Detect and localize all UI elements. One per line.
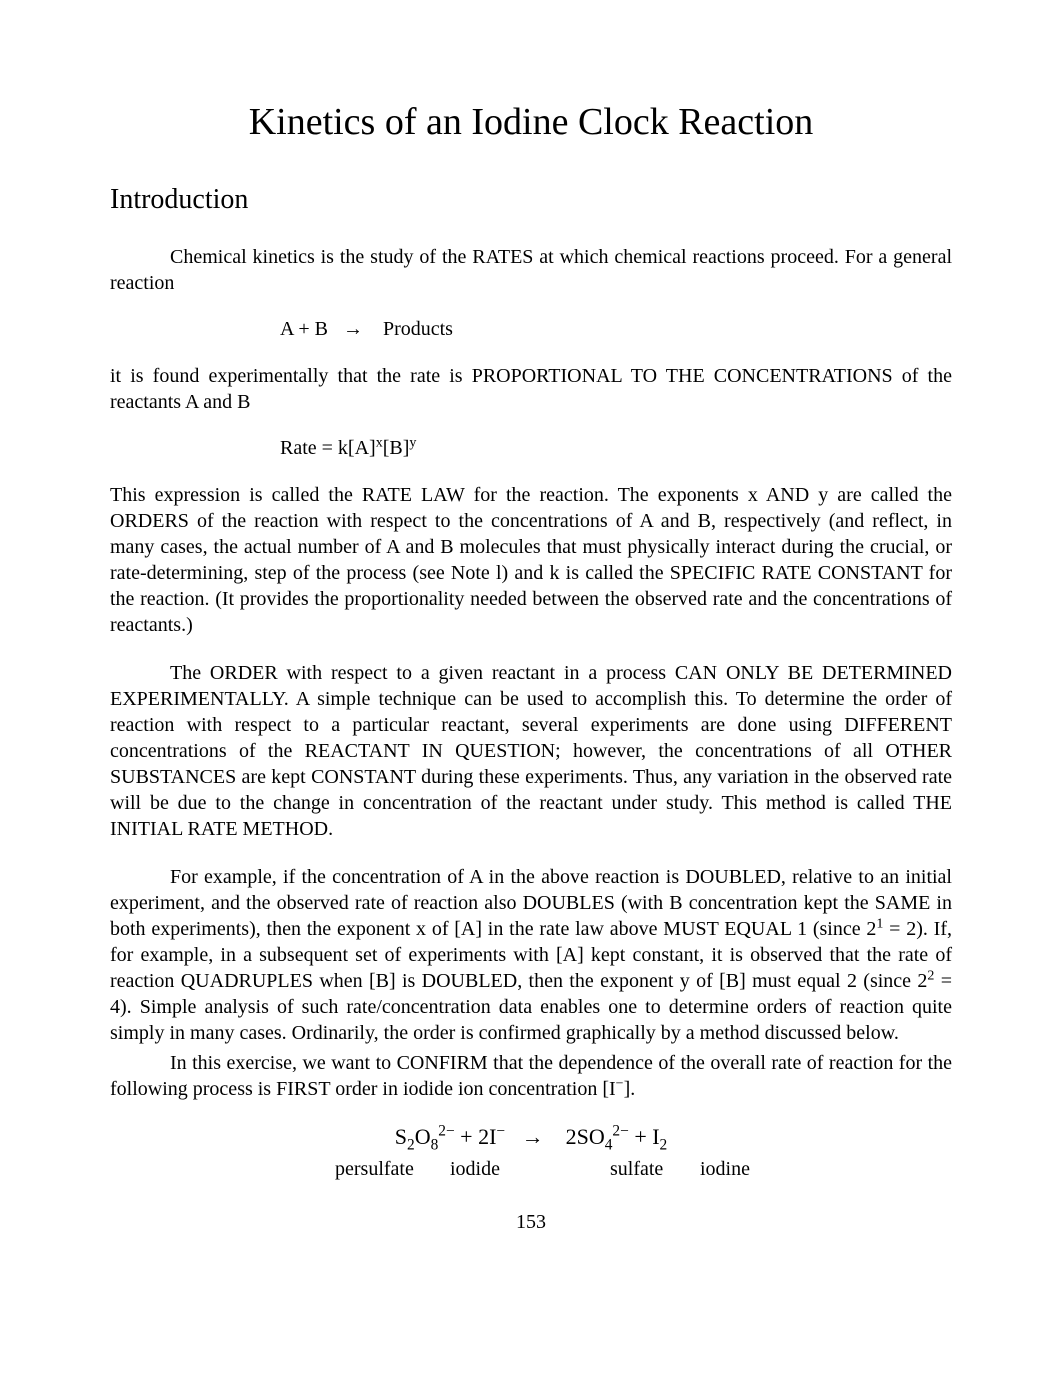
page-number: 153: [110, 1211, 952, 1234]
eq2-sup1: x: [376, 435, 383, 450]
eq2-prefix: Rate = k[A]: [280, 437, 376, 459]
para6-sup: −: [616, 1076, 624, 1091]
reaction-labels: persulfate iodide sulfate iodine: [110, 1158, 952, 1181]
eq3-arrow: →: [522, 1124, 544, 1149]
eq3-s2: O: [415, 1124, 431, 1149]
paragraph-5: For example, if the concentration of A i…: [110, 864, 952, 1046]
eq3-s1: S: [395, 1124, 407, 1149]
eq3-plus1: + 2I: [455, 1124, 497, 1149]
equation-2: Rate = k[A]x[B]y: [280, 437, 952, 460]
eq3-sup1: 2−: [438, 1123, 454, 1140]
eq1-right: Products: [383, 318, 453, 340]
eq2-mid: [B]: [383, 437, 410, 459]
eq3-sub4: 2: [660, 1136, 668, 1153]
eq3-sup2: −: [496, 1123, 505, 1140]
label-sulfate: sulfate: [610, 1158, 695, 1181]
label-iodide: iodide: [450, 1158, 530, 1181]
section-heading: Introduction: [110, 184, 952, 216]
paragraph-1: Chemical kinetics is the study of the RA…: [110, 244, 952, 296]
label-iodine: iodine: [700, 1158, 750, 1181]
document-title: Kinetics of an Iodine Clock Reaction: [110, 100, 952, 144]
eq3-two: 2SO: [566, 1124, 605, 1149]
paragraph-2: it is found experimentally that the rate…: [110, 363, 952, 415]
eq1-arrow: →: [343, 318, 363, 340]
eq3-sub1: 2: [407, 1136, 415, 1153]
paragraph-3: This expression is called the RATE LAW f…: [110, 482, 952, 638]
paragraph-4: The ORDER with respect to a given reacta…: [110, 660, 952, 842]
label-persulfate: persulfate: [335, 1158, 445, 1181]
paragraph-6: In this exercise, we want to CONFIRM tha…: [110, 1050, 952, 1102]
eq1-left: A + B: [280, 318, 328, 340]
eq3-plus2: + I: [629, 1124, 660, 1149]
eq3-sup3: 2−: [612, 1123, 628, 1140]
para6-a: In this exercise, we want to CONFIRM tha…: [110, 1052, 952, 1100]
equation-3: S2O82− + 2I− → 2SO42− + I2: [110, 1124, 952, 1150]
para5-a: For example, if the concentration of A i…: [110, 866, 952, 940]
eq2-sup2: y: [409, 435, 416, 450]
equation-1: A + B → Products: [280, 318, 952, 341]
para6-b: ].: [624, 1078, 636, 1100]
